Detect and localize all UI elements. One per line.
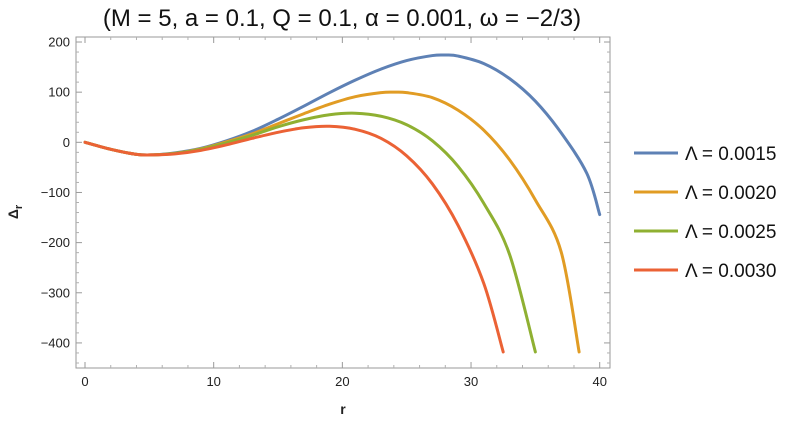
y-tick-label: −100 (41, 185, 70, 200)
legend-label: Λ = 0.0020 (685, 183, 776, 204)
x-axis-label: r (340, 401, 346, 417)
tick-labels: 0 10 20 30 40 200 100 0 −100 −200 −300 −400 (41, 35, 607, 389)
series-line (83, 111, 537, 354)
x-tick-label: 40 (592, 374, 606, 389)
y-tick-label: −300 (41, 285, 70, 300)
chart-title: (M = 5, a = 0.1, Q = 0.1, α = 0.001, ω =… (103, 5, 581, 32)
legend-label: Λ = 0.0015 (685, 144, 776, 165)
y-tick-label: 200 (48, 35, 70, 50)
legend-label: Λ = 0.0030 (685, 261, 776, 282)
y-axis-label: Δr (5, 204, 25, 219)
y-tick-label: 0 (63, 135, 70, 150)
series-lines (83, 53, 602, 354)
legend-label: Λ = 0.0025 (685, 222, 776, 243)
y-tick-label: −200 (41, 235, 70, 250)
legend: Λ = 0.0015 Λ = 0.0020 Λ = 0.0025 Λ = 0.0030 (634, 144, 776, 282)
y-axis-label-subscript: r (13, 204, 25, 209)
series-line (83, 124, 505, 354)
y-axis-label-main: Δ (5, 209, 21, 219)
x-tick-label: 0 (81, 374, 88, 389)
x-tick-label: 30 (464, 374, 478, 389)
x-tick-label: 10 (206, 374, 220, 389)
series-line (83, 90, 581, 354)
series-line (83, 53, 602, 217)
x-tick-label: 20 (335, 374, 349, 389)
y-tick-label: −400 (41, 335, 70, 350)
axis-ticks (76, 37, 610, 368)
y-tick-label: 100 (48, 85, 70, 100)
